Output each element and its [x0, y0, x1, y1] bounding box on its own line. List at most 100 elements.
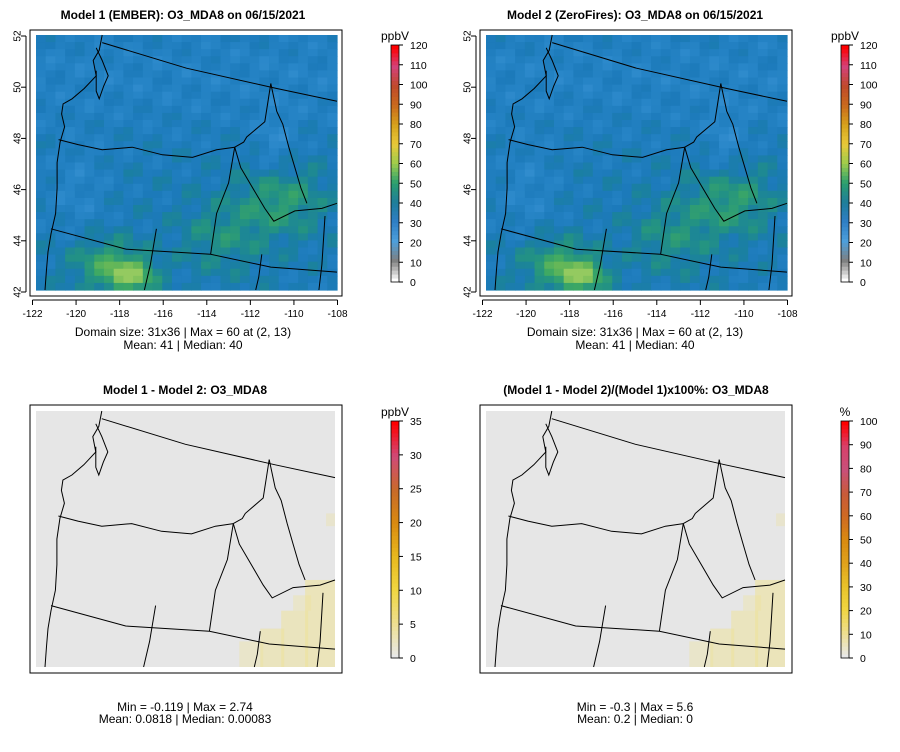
legend-color-step — [841, 519, 849, 525]
grid-cell — [230, 141, 241, 149]
grid-cell — [113, 120, 124, 128]
grid-cell — [709, 183, 720, 192]
grid-cell — [505, 268, 516, 277]
grid-cell — [152, 219, 163, 227]
grid-cell — [171, 219, 183, 227]
legend-tick-label: 10 — [860, 629, 872, 641]
grid-cell — [680, 162, 691, 171]
grid-cell — [288, 127, 299, 135]
grid-cell — [45, 98, 57, 107]
grid-cell — [719, 275, 730, 284]
grid-cell — [239, 282, 251, 291]
grid-cell — [612, 162, 623, 171]
legend-color-step — [391, 618, 399, 623]
grid-cell — [602, 233, 613, 242]
grid-cell — [757, 233, 769, 242]
legend-color-step — [391, 167, 399, 172]
grid-cell — [534, 176, 545, 185]
grid-cell — [709, 77, 720, 86]
grid-cell — [191, 197, 202, 206]
grid-cell — [191, 120, 202, 128]
grid-cell — [45, 205, 57, 213]
grid-cell — [573, 197, 584, 206]
grid-cell — [660, 141, 672, 149]
grid-cell — [505, 42, 516, 50]
grid-cell — [239, 98, 251, 107]
grid-cell — [728, 190, 740, 199]
grid-cell — [220, 148, 231, 157]
legend-color-step — [391, 582, 399, 588]
grid-cell — [36, 226, 47, 234]
grid-cell — [505, 240, 516, 249]
grid-cell — [298, 282, 309, 291]
grid-cell — [631, 282, 642, 291]
grid-cell — [210, 77, 222, 86]
grid-cell — [573, 205, 584, 213]
grid-cell — [307, 35, 319, 43]
grid-cell — [573, 70, 584, 79]
grid-cell — [689, 190, 701, 199]
grid-cell — [757, 120, 769, 128]
grid-cell — [230, 162, 241, 171]
grid-cell — [738, 254, 749, 263]
x-tick-label: -108 — [327, 309, 347, 320]
grid-cell — [123, 282, 134, 291]
grid-cell — [660, 84, 672, 93]
grid-cell — [278, 162, 290, 171]
grid-cell — [327, 212, 338, 220]
legend-color-step — [391, 622, 399, 627]
grid-cell — [515, 240, 526, 249]
grid-cell — [699, 176, 710, 185]
grid-cell — [524, 240, 536, 249]
grid-cell — [259, 35, 270, 43]
legend-color-step — [841, 234, 849, 240]
axes: -122 -120 -118 -116 -114 -112 -110 -10842444648… — [463, 30, 798, 320]
grid-cell — [602, 141, 613, 149]
grid-cell — [103, 183, 115, 192]
grid-cell — [612, 282, 623, 291]
grid-cell — [298, 275, 309, 284]
grid-cell — [269, 127, 280, 135]
legend-tick-label: 0 — [410, 653, 416, 665]
grid-cell — [534, 98, 545, 107]
grid-cell — [767, 70, 778, 79]
grid-cell — [45, 197, 57, 206]
grid-cell — [553, 63, 565, 72]
grid-cell — [515, 183, 526, 192]
grid-cell — [103, 77, 115, 86]
grid-cell — [249, 254, 260, 263]
grid-cell — [699, 63, 710, 72]
grid-cell — [65, 127, 76, 135]
grid-cell — [181, 98, 192, 107]
grid-cell — [583, 148, 594, 157]
legend-color-step — [841, 127, 849, 133]
grid-cell — [123, 183, 134, 192]
grid-cell — [84, 148, 95, 157]
grid-cell — [142, 155, 154, 164]
grid-cell — [515, 120, 526, 128]
grid-cell — [133, 134, 144, 142]
grid-cell — [259, 56, 270, 64]
grid-cell — [152, 56, 163, 64]
grid-cell — [171, 254, 183, 263]
grid-cell — [162, 233, 173, 242]
grid-cell — [689, 91, 701, 100]
grid-cell — [719, 162, 730, 171]
chart-title: Model 1 - Model 2: O3_MDA8 — [103, 383, 267, 397]
grid-cell — [573, 268, 584, 277]
grid-cell — [288, 183, 299, 192]
grid-cell — [230, 134, 241, 142]
grid-cell — [269, 176, 280, 185]
grid-cell — [631, 212, 642, 220]
legend-color-step — [841, 195, 849, 200]
y-tick-label: 50 — [13, 81, 24, 93]
grid-cell — [327, 77, 338, 86]
grid-cell — [113, 56, 124, 64]
legend-tick-label: 35 — [410, 416, 422, 428]
grid-cell — [573, 148, 584, 157]
grid-cell — [767, 169, 778, 178]
grid-cell — [553, 91, 565, 100]
grid-cell — [641, 162, 652, 171]
